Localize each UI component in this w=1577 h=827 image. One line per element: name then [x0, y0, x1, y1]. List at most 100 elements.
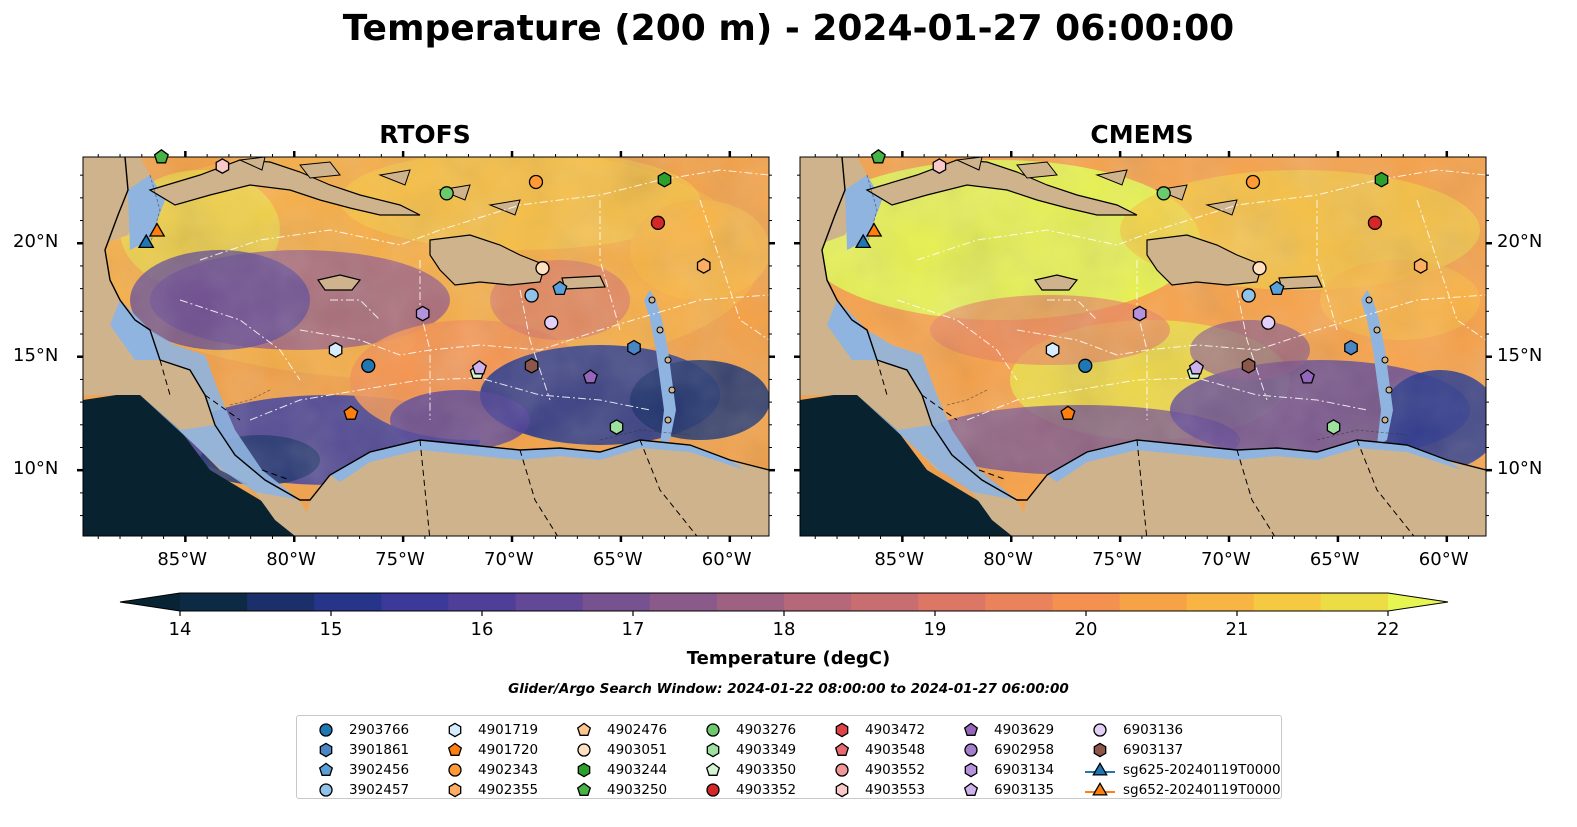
legend-marker-icon [963, 722, 979, 736]
float-marker-4903244 [657, 171, 672, 188]
legend-label: 6903136 [1123, 722, 1184, 738]
float-marker-4901719 [328, 342, 343, 358]
panel-title-rtofs: RTOFS [379, 120, 471, 149]
colorbar-segment [247, 593, 315, 611]
main-title: Temperature (200 m) - 2024-01-27 06:00:0… [342, 8, 1235, 49]
undefined [318, 762, 334, 776]
legend-marker-icon [577, 762, 591, 778]
colorbar-segment [1320, 593, 1389, 611]
legend-label: 4903276 [736, 722, 797, 738]
legend-label: 6903135 [994, 782, 1055, 798]
undefined [835, 722, 849, 738]
legend-label: 3901861 [349, 742, 410, 758]
lon-tick-label: 70°W [484, 549, 534, 570]
float-marker-4903051 [1252, 261, 1267, 276]
float-marker-3902457 [524, 288, 539, 303]
legend-label: 4902355 [478, 782, 539, 798]
float-marker-6903134 [1132, 305, 1147, 322]
undefined [447, 742, 463, 756]
legend-marker-icon [964, 743, 978, 757]
undefined [964, 762, 978, 778]
legend-marker-icon [835, 782, 849, 798]
float-marker-4902343 [528, 174, 544, 190]
legend: 2903766 3901861 3902456 3902457 4901719 49017… [296, 715, 1282, 799]
undefined [319, 783, 333, 797]
float-marker-4903244 [1374, 171, 1389, 188]
colorbar-tick-label: 18 [772, 619, 796, 640]
legend-marker-icon [706, 723, 720, 737]
colorbar-segment [985, 593, 1053, 611]
colorbar [119, 592, 1449, 616]
float-marker-4903349 [609, 419, 624, 435]
legend-label: 4903250 [607, 782, 668, 798]
legend-label: 4901719 [478, 722, 539, 738]
float-marker-6903136 [544, 315, 559, 330]
undefined [705, 762, 721, 776]
legend-marker-icon [964, 762, 978, 778]
legend-label: 4903553 [865, 782, 926, 798]
lat-tick-label: 15°N [13, 344, 59, 366]
legend-label: 6902958 [994, 742, 1055, 758]
undefined [834, 742, 850, 756]
colorbar-under-arrow [120, 593, 180, 611]
colorbar-segment [1119, 593, 1188, 611]
lon-tick-label: 85°W [157, 549, 208, 570]
float-marker-6903137 [1241, 357, 1256, 374]
legend-marker-icon [1085, 762, 1115, 776]
legend-label: 6903134 [994, 762, 1055, 778]
lon-tick-label: 85°W [874, 549, 925, 570]
float-marker-6903135 [1188, 360, 1204, 375]
float-marker-4902355 [1413, 258, 1428, 274]
lon-tick-label: 80°W [266, 549, 316, 570]
legend-marker-icon [576, 722, 592, 736]
colorbar-segment [716, 593, 785, 611]
legend-marker-icon [319, 742, 333, 758]
float-marker-2903766 [1078, 358, 1093, 373]
legend-marker-icon [834, 742, 850, 756]
undefined [577, 762, 591, 778]
lon-tick-label: 75°W [1092, 549, 1142, 570]
legend-marker-icon [447, 742, 463, 756]
float-marker-4903250 [153, 148, 169, 164]
float-marker-4902343 [1245, 174, 1261, 190]
legend-marker-icon [705, 762, 721, 776]
colorbar-tick-label: 14 [168, 619, 192, 640]
undefined [448, 782, 462, 798]
lat-tick-label: 20°N [1497, 231, 1543, 253]
colorbar-segment [1253, 593, 1322, 611]
legend-label: 4903472 [865, 722, 926, 738]
legend-marker-icon [319, 723, 333, 737]
float-marker-4903250 [870, 148, 886, 164]
colorbar-segment [582, 593, 651, 611]
legend-label: 4903352 [736, 782, 797, 798]
float-marker-4903349 [1326, 419, 1341, 435]
glider-marker-sg652-20240119T0000 [148, 222, 166, 237]
float-marker-4903629 [1299, 369, 1315, 384]
float-marker-4903553 [215, 158, 230, 174]
undefined [319, 742, 333, 758]
lon-tick-label: 60°W [701, 549, 752, 570]
lon-tick-label: 75°W [375, 549, 425, 570]
glider-marker-sg625-20240119T0000 [854, 233, 872, 249]
float-marker-2903766 [361, 358, 376, 373]
float-marker-6903134 [415, 305, 430, 322]
float-marker-3901861 [627, 339, 641, 356]
legend-marker-icon [577, 743, 591, 757]
legend-label: 6903137 [1123, 742, 1184, 758]
legend-marker-icon [706, 783, 720, 797]
undefined [576, 782, 592, 796]
legend-label: 4901720 [478, 742, 539, 758]
legend-label: 4903350 [736, 762, 797, 778]
legend-marker-icon [576, 782, 592, 796]
colorbar-tick-label: 17 [621, 619, 645, 640]
colorbar-tick-label: 19 [923, 619, 947, 640]
legend-label: 4903548 [865, 742, 926, 758]
float-marker-3902456 [552, 280, 568, 296]
float-marker-4903352 [650, 215, 666, 230]
data-markers [137, 148, 1428, 435]
colorbar-tick-label: 15 [319, 619, 343, 640]
undefined [835, 782, 849, 798]
legend-marker-icon [448, 763, 462, 777]
float-marker-4903276 [1156, 186, 1171, 201]
legend-label: 4903552 [865, 762, 926, 778]
